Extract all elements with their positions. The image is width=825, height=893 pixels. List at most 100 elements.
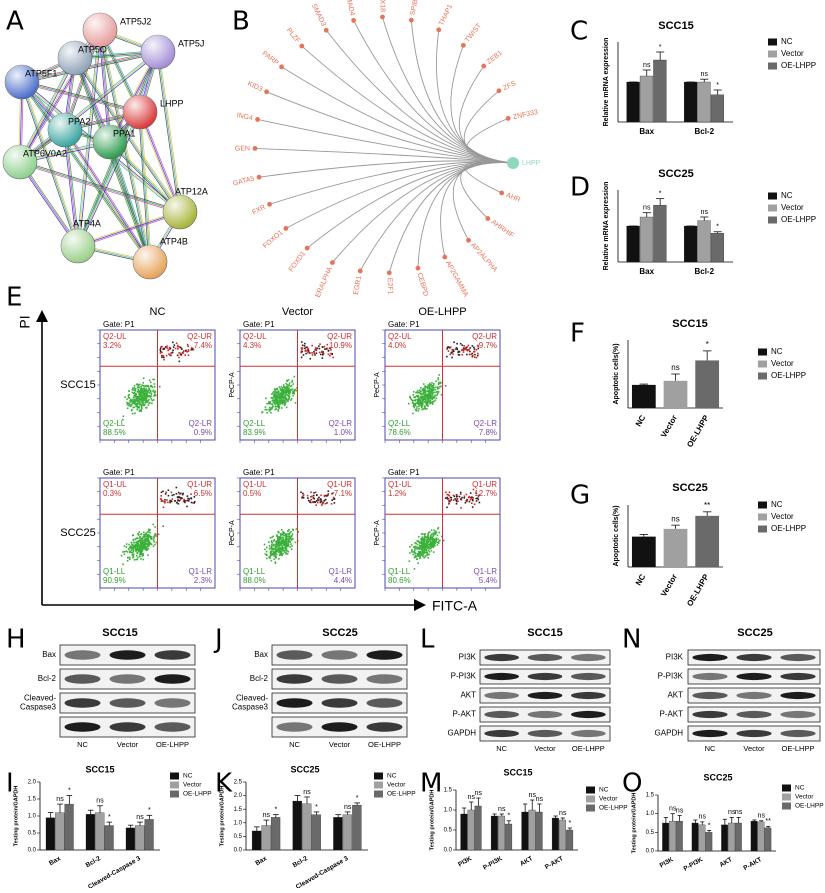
event-dot (131, 543, 133, 545)
significance: * (659, 44, 662, 51)
quadrant-name: Q2-LR (473, 419, 497, 428)
event-dot (318, 496, 320, 499)
event-dot (177, 502, 180, 505)
blot-title: SCC25 (737, 627, 772, 639)
event-dot (126, 398, 128, 400)
event-dot (159, 498, 162, 500)
event-dot (278, 400, 281, 403)
event-dot (281, 401, 284, 404)
event-dot (142, 403, 145, 405)
significance: ns (529, 792, 537, 799)
event-dot (425, 536, 428, 538)
event-dot (430, 549, 433, 552)
event-dot (282, 552, 284, 555)
significance: ** (704, 501, 710, 510)
event-dot (478, 501, 481, 504)
blot-band (154, 650, 191, 660)
chart-title: SCC15 (85, 764, 114, 774)
event-dot (133, 391, 136, 394)
event-dot (141, 539, 143, 541)
event-dot (276, 395, 278, 398)
event-dot (131, 553, 134, 556)
event-dot (315, 347, 318, 350)
event-dot (440, 385, 442, 388)
event-dot (273, 552, 275, 555)
event-dot (167, 501, 169, 504)
event-dot (186, 343, 189, 346)
event-dot (288, 528, 290, 531)
tf-dot (481, 63, 487, 69)
edge (77, 211, 181, 247)
event-dot (147, 385, 150, 388)
event-dot (287, 550, 290, 553)
event-dot (139, 541, 142, 543)
event-dot (171, 351, 174, 354)
event-dot (424, 547, 426, 550)
event-dot (414, 404, 417, 407)
blot-band (780, 653, 816, 662)
event-dot (281, 394, 284, 397)
event-dot (139, 389, 142, 392)
event-dot (333, 502, 336, 504)
event-dot (284, 392, 287, 395)
event-dot (278, 546, 281, 549)
event-dot (287, 384, 290, 387)
event-dot (167, 349, 169, 352)
event-dot (264, 406, 267, 408)
event-dot (288, 397, 290, 400)
bar (45, 817, 55, 851)
event-dot (437, 526, 440, 529)
y-tick-label: 0.0 (646, 849, 655, 855)
event-dot (303, 347, 306, 350)
event-dot (130, 551, 132, 554)
event-dot (317, 498, 319, 501)
event-dot (437, 378, 440, 381)
blot-band (321, 722, 358, 732)
event-dot (291, 535, 293, 537)
blot-band (780, 729, 816, 738)
event-dot (286, 552, 289, 555)
event-dot (278, 540, 281, 542)
event-dot (324, 348, 326, 350)
event-dot (142, 554, 144, 557)
event-dot (145, 545, 147, 548)
event-dot (281, 539, 284, 542)
y-tick-label: 1.5 (444, 788, 453, 794)
event-dot (307, 350, 310, 353)
gate-label: Gate: P1 (103, 468, 135, 477)
event-dot (290, 539, 293, 541)
event-dot (132, 554, 135, 557)
panel-letter: D (570, 173, 590, 203)
tf-label: AP2ALPHA (469, 242, 499, 274)
event-dot (125, 546, 128, 548)
legend-label: OE-LHPP (795, 803, 824, 810)
blot-band (736, 653, 772, 662)
event-dot (143, 540, 146, 543)
significance: * (148, 807, 151, 814)
event-dot (414, 402, 417, 405)
event-dot (138, 407, 140, 409)
event-dot (273, 551, 275, 553)
event-dot (274, 561, 277, 563)
event-dot (431, 541, 434, 543)
event-dot (286, 385, 289, 388)
event-dot (139, 392, 141, 394)
tf-dot (323, 27, 329, 33)
event-dot (425, 404, 428, 407)
event-dot (421, 393, 424, 395)
tf-label: GATA5 (232, 175, 255, 187)
bar (695, 360, 720, 408)
event-dot (132, 545, 135, 548)
quadrant-name: Q1-UL (243, 480, 267, 489)
edge (73, 58, 150, 263)
event-dot (311, 501, 314, 503)
event-dot (421, 546, 423, 549)
event-dot (272, 535, 275, 538)
event-dot (276, 535, 278, 537)
event-dot (416, 402, 418, 405)
event-dot (269, 409, 272, 411)
legend-label: OE-LHPP (387, 791, 416, 798)
event-dot (444, 384, 447, 387)
event-dot (129, 556, 131, 559)
blot-band (366, 674, 403, 684)
